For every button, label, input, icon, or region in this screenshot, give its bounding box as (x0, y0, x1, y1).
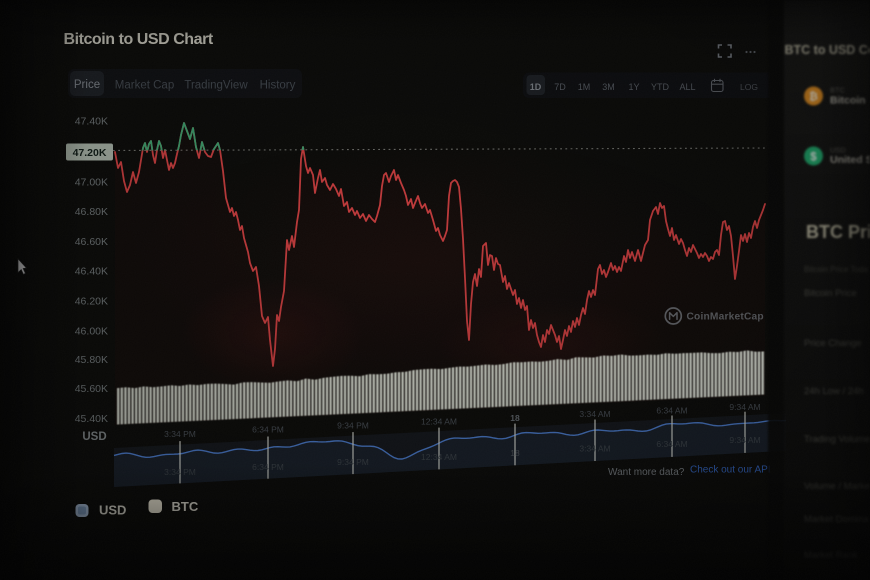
svg-text:BTC Price: BTC Price (806, 222, 870, 242)
svg-text:$: $ (810, 151, 817, 163)
svg-text:United St: United St (830, 154, 870, 166)
svg-text:24h Low / 24h: 24h Low / 24h (804, 386, 864, 397)
svg-text:Bitcoin Price Toda: Bitcoin Price Toda (804, 265, 868, 274)
svg-text:Market Domina: Market Domina (804, 514, 869, 525)
svg-text:Trading Volume: Trading Volume (804, 434, 870, 445)
svg-text:₿: ₿ (809, 91, 818, 103)
svg-text:Bitcoin Price: Bitcoin Price (804, 288, 857, 299)
svg-text:BTC: BTC (830, 86, 846, 95)
svg-text:BTC to USD Co: BTC to USD Co (785, 43, 870, 57)
svg-text:Price Change: Price Change (804, 338, 862, 349)
svg-text:Volume / Marke: Volume / Marke (804, 481, 870, 492)
svg-text:Market Rank: Market Rank (804, 550, 858, 561)
svg-text:Bitcoin: Bitcoin (830, 95, 866, 107)
